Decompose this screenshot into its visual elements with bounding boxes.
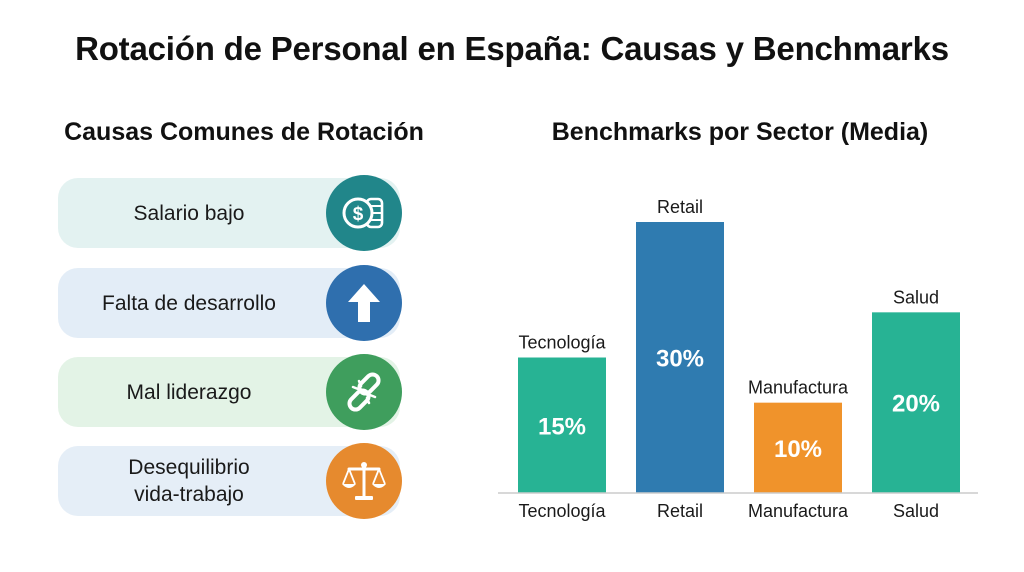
x-tick-label: Tecnología — [518, 501, 606, 521]
bar-top-label: Manufactura — [748, 378, 849, 398]
x-tick-label: Manufactura — [748, 501, 849, 521]
cause-label: Falta de desarrollo — [102, 291, 276, 315]
bar-value-label: 20% — [892, 391, 940, 418]
cause-label: Desequilibrio vida-trabajo — [58, 446, 320, 516]
cause-label: Mal liderazgo — [126, 380, 252, 404]
bars-group: Tecnología 15% Tecnología Retail 30% Retail Ma… — [518, 197, 960, 521]
bar-manufactura — [754, 402, 842, 493]
cause-label-text: Desequilibrio vida-trabajo — [128, 456, 250, 506]
bar-salud — [872, 312, 960, 493]
bar-top-label: Salud — [893, 287, 939, 307]
broken-link-icon — [326, 354, 402, 430]
cause-card-development: Falta de desarrollo — [58, 265, 402, 341]
balance-scale-icon — [326, 443, 402, 519]
cause-card-leadership: Mal liderazgo — [58, 354, 402, 430]
cause-card-work-life: Desequilibrio vida-trabajo — [58, 443, 402, 519]
cause-card-salary: Salario bajo $ — [58, 175, 402, 251]
x-tick-label: Salud — [893, 501, 939, 521]
bar-value-label: 30% — [656, 346, 704, 373]
bar-value-label: 10% — [774, 436, 822, 463]
arrow-up-icon — [326, 265, 402, 341]
chart-title: Benchmarks por Sector (Media) — [551, 118, 929, 146]
bar-tecnología — [518, 357, 606, 493]
bar-top-label: Tecnología — [518, 333, 606, 353]
bar-value-label: 15% — [538, 413, 586, 440]
bar-top-label: Retail — [657, 197, 703, 217]
bar-retail — [636, 222, 724, 493]
causes-heading: Causas Comunes de Rotación — [64, 118, 424, 146]
x-tick-label: Retail — [657, 501, 703, 521]
main-title: Rotación de Personal en España: Causas y… — [75, 30, 949, 67]
coins-dollar-icon: $ — [326, 175, 402, 251]
svg-text:$: $ — [353, 204, 364, 225]
cause-label: Salario bajo — [133, 201, 245, 225]
